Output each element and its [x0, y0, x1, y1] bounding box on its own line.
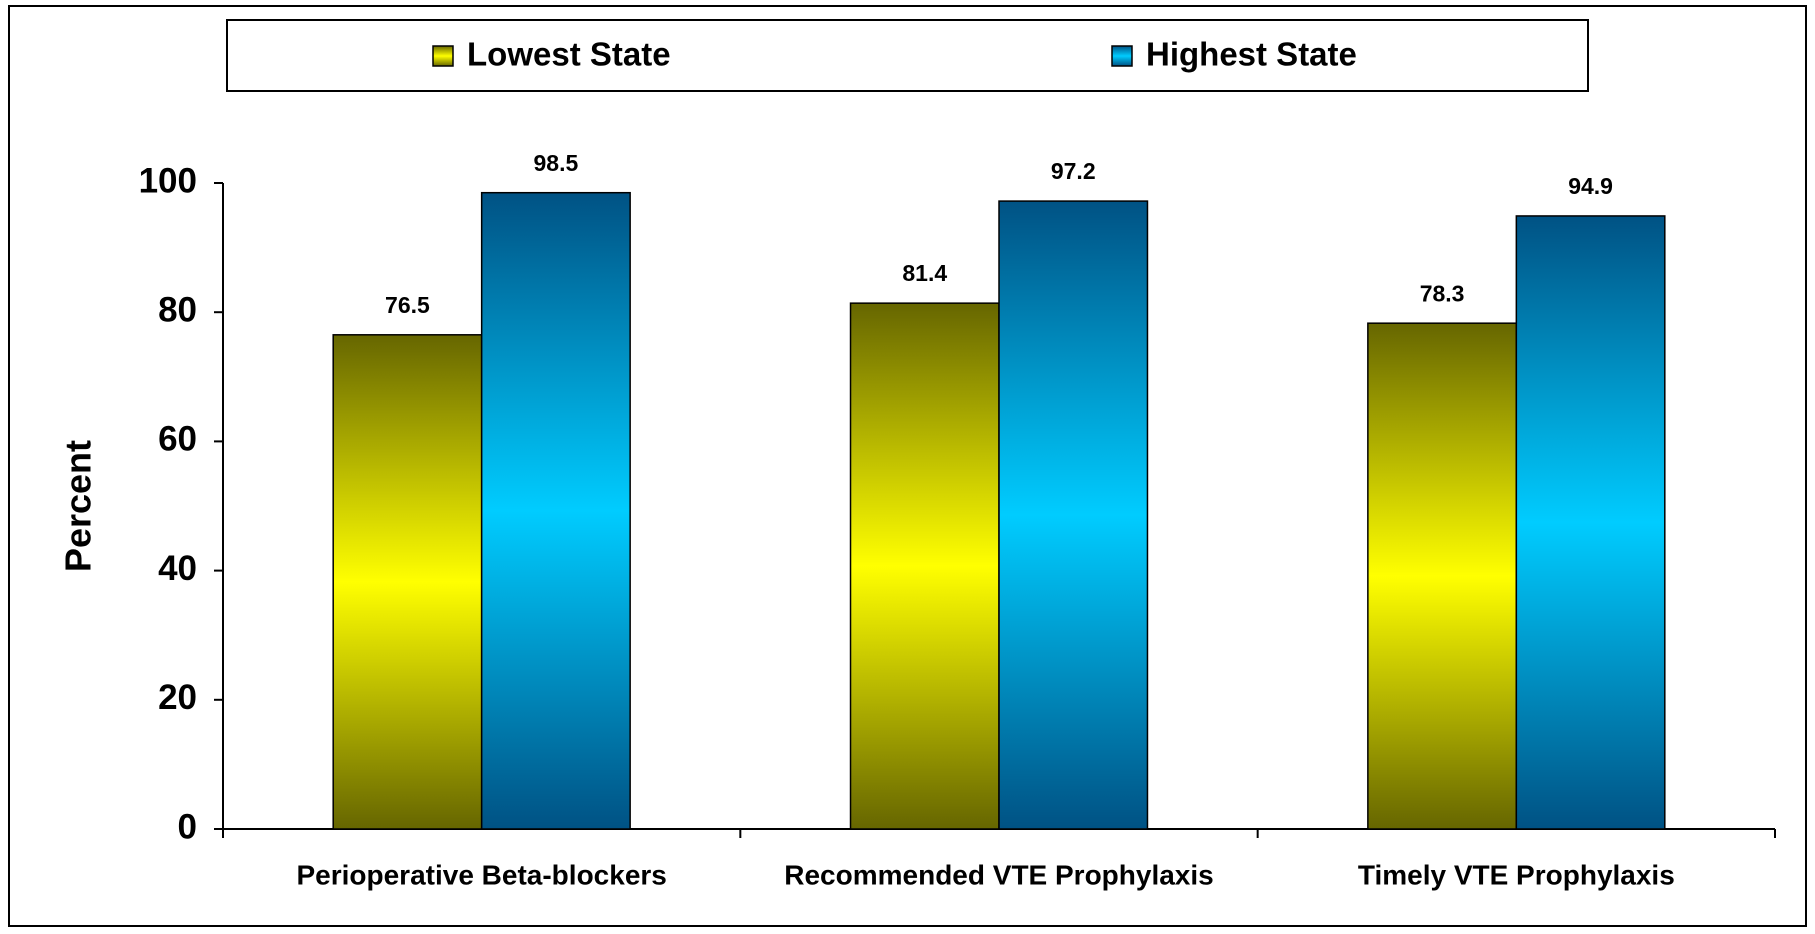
- x-tick-label: Timely VTE Prophylaxis: [1358, 859, 1675, 890]
- legend-box: [226, 19, 1589, 92]
- y-tick-label: 100: [139, 161, 197, 200]
- y-axis-label: Percent: [58, 440, 99, 572]
- legend-swatch: [432, 45, 454, 67]
- y-tick-label: 0: [178, 807, 197, 846]
- legend-label: Lowest State: [467, 36, 671, 73]
- value-label: 76.5: [385, 292, 430, 318]
- value-label: 81.4: [902, 260, 947, 286]
- bar: [849, 302, 1000, 830]
- y-tick-label: 60: [158, 420, 197, 459]
- x-tick-label: Recommended VTE Prophylaxis: [784, 859, 1213, 890]
- x-tick-label: Perioperative Beta-blockers: [296, 859, 666, 890]
- value-label: 98.5: [534, 150, 579, 176]
- bar: [1515, 215, 1666, 830]
- bar: [480, 191, 631, 830]
- legend-swatch: [1111, 45, 1133, 67]
- value-label: 78.3: [1420, 280, 1465, 306]
- value-label: 97.2: [1051, 158, 1096, 184]
- legend-label: Highest State: [1146, 36, 1357, 73]
- y-tick-label: 40: [158, 549, 197, 588]
- bar: [1367, 322, 1518, 830]
- value-label: 94.9: [1568, 173, 1613, 199]
- bar: [332, 334, 483, 830]
- y-tick-label: 20: [158, 678, 197, 717]
- bar: [998, 200, 1149, 830]
- y-tick-label: 80: [158, 290, 197, 329]
